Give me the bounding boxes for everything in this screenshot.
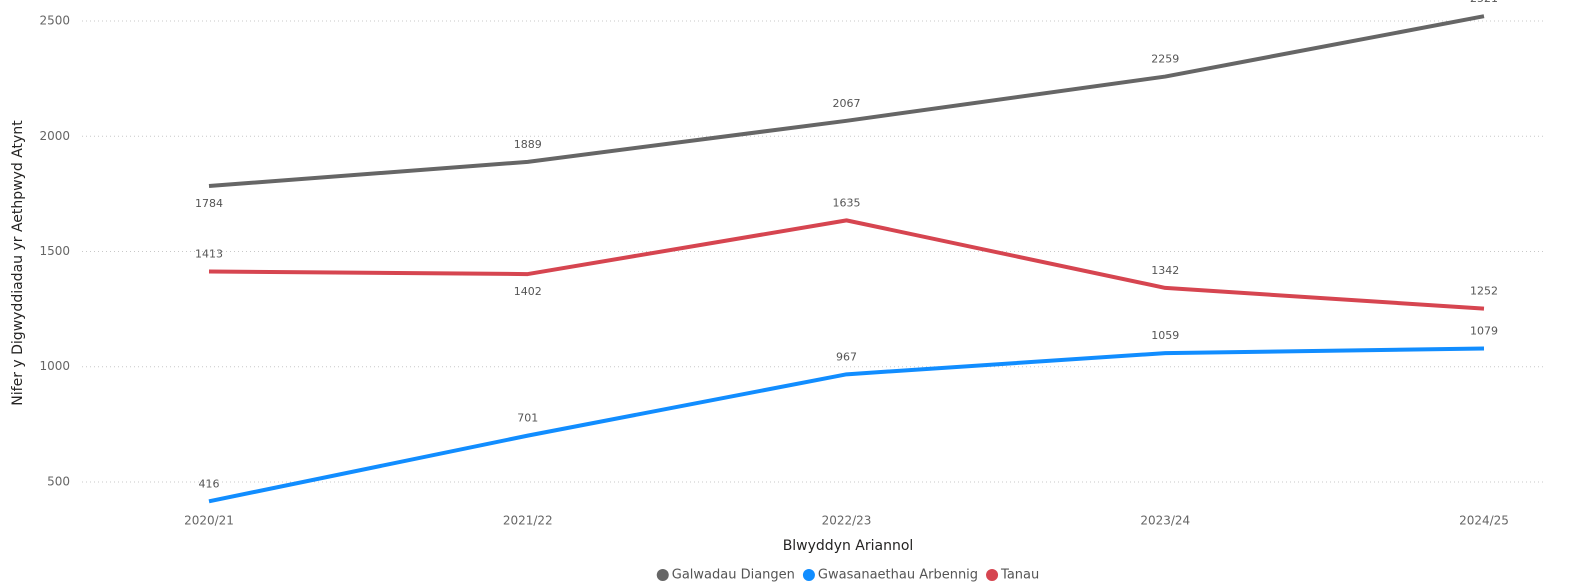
legend: Galwadau Diangen Gwasanaethau Arbennig Tan… xyxy=(656,568,1039,583)
y-tick-label: 1500 xyxy=(39,244,70,258)
data-label: 1079 xyxy=(1470,325,1498,338)
x-tick-label: 2021/22 xyxy=(503,514,553,528)
legend-label: Tanau xyxy=(1000,568,1039,583)
legend-marker xyxy=(802,569,815,581)
data-label: 1784 xyxy=(195,197,223,210)
y-axis-title: Nifer y Digwyddiadau yr Aethpwyd Atynt xyxy=(10,120,26,406)
x-tick-label: 2023/24 xyxy=(1140,514,1190,528)
data-label: 1635 xyxy=(833,196,861,209)
x-tick-label: 2020/21 xyxy=(184,514,234,528)
y-tick-label: 1000 xyxy=(39,359,70,373)
x-tick-label: 2022/23 xyxy=(822,514,872,528)
data-label: 967 xyxy=(836,350,857,363)
x-axis-title: Blwyddyn Ariannol xyxy=(783,538,914,554)
legend-marker xyxy=(656,569,669,581)
data-label: 1059 xyxy=(1151,329,1179,342)
data-label: 1413 xyxy=(195,248,223,261)
legend-label: Gwasanaethau Arbennig xyxy=(818,568,978,583)
series-line xyxy=(208,14,1485,189)
x-tick-label: 2024/25 xyxy=(1459,514,1509,528)
y-tick-label: 2500 xyxy=(39,14,70,28)
data-label: 1252 xyxy=(1470,285,1498,298)
data-label: 1402 xyxy=(514,285,542,298)
data-label: 701 xyxy=(517,412,538,425)
data-label: 1342 xyxy=(1151,264,1179,277)
data-label: 2521 xyxy=(1470,0,1498,5)
y-tick-label: 500 xyxy=(47,474,70,488)
data-label: 2259 xyxy=(1151,53,1179,66)
series-line xyxy=(208,346,1485,504)
legend-label: Galwadau Diangen xyxy=(672,568,795,583)
legend-marker xyxy=(986,569,999,581)
data-label: 416 xyxy=(199,477,220,490)
data-label: 2067 xyxy=(833,97,861,110)
data-label: 1889 xyxy=(514,138,542,151)
y-tick-label: 2000 xyxy=(39,129,70,143)
series-line xyxy=(208,218,1485,311)
